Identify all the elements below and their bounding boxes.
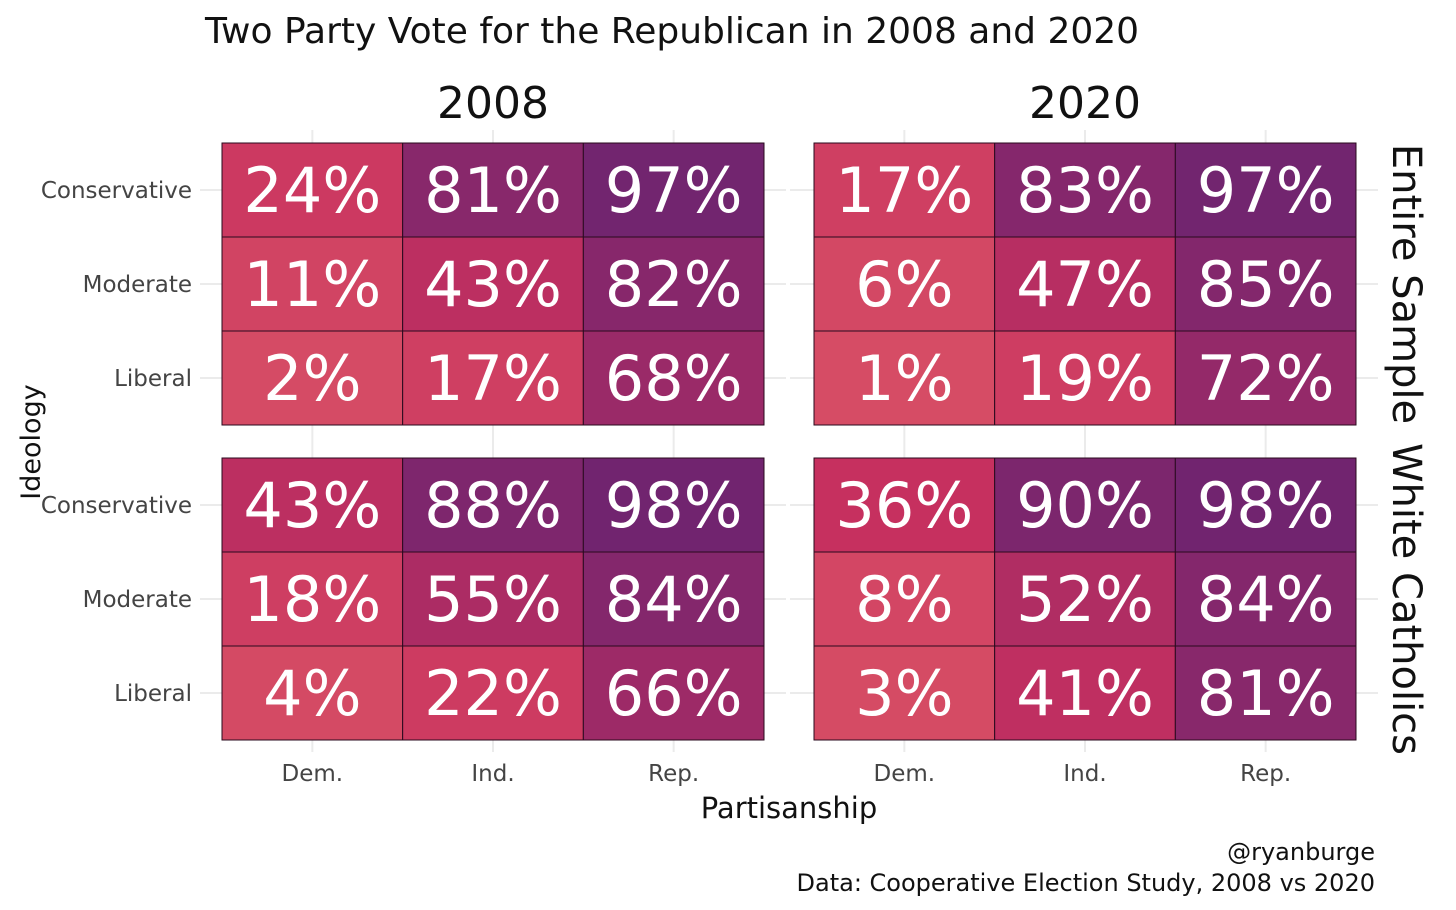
heatmap-cell bbox=[813, 330, 996, 426]
cell-value-label: 1% bbox=[855, 342, 953, 415]
cell-value-label: 52% bbox=[1016, 563, 1154, 636]
cell-value-label: 6% bbox=[855, 248, 953, 321]
x-tick-label: Dem. bbox=[874, 761, 936, 787]
cell-value-label: 81% bbox=[424, 154, 562, 227]
cell-value-label: 19% bbox=[1016, 342, 1154, 415]
cell-value-label: 55% bbox=[424, 563, 562, 636]
caption-author: @ryanburge bbox=[1227, 838, 1375, 866]
row-facet-label: Entire Sample bbox=[1383, 144, 1429, 424]
caption-source: Data: Cooperative Election Study, 2008 v… bbox=[797, 869, 1375, 897]
cell-value-label: 43% bbox=[243, 469, 381, 542]
x-tick-label: Rep. bbox=[648, 761, 699, 787]
chart-title: Two Party Vote for the Republican in 200… bbox=[204, 11, 1139, 52]
cell-value-label: 4% bbox=[263, 657, 361, 730]
cell-value-label: 72% bbox=[1197, 342, 1335, 415]
cell-value-label: 17% bbox=[835, 154, 973, 227]
cell-value-label: 24% bbox=[243, 154, 381, 227]
heatmap-cell bbox=[994, 551, 1176, 647]
cell-value-label: 66% bbox=[605, 657, 743, 730]
x-tick-label: Ind. bbox=[471, 761, 514, 787]
heatmap-cell bbox=[582, 330, 765, 426]
cell-value-label: 88% bbox=[424, 469, 562, 542]
y-tick-label: Moderate bbox=[83, 587, 192, 613]
cell-value-label: 2% bbox=[263, 342, 361, 415]
x-axis-title: Partisanship bbox=[701, 791, 878, 825]
heatmap-cell bbox=[221, 236, 404, 332]
cell-value-label: 84% bbox=[1197, 563, 1335, 636]
heatmap-cell bbox=[813, 645, 996, 741]
y-tick-label: Moderate bbox=[83, 272, 192, 298]
cell-value-label: 85% bbox=[1197, 248, 1335, 321]
cell-value-label: 18% bbox=[243, 563, 381, 636]
heatmap-cell bbox=[1174, 236, 1357, 332]
y-tick-label: Liberal bbox=[114, 366, 192, 392]
heatmap-cell bbox=[994, 142, 1176, 238]
cell-value-label: 81% bbox=[1197, 657, 1335, 730]
heatmap-cell bbox=[994, 645, 1176, 741]
cell-value-label: 41% bbox=[1016, 657, 1154, 730]
heatmap-cell bbox=[813, 142, 996, 238]
heatmap-cell bbox=[994, 236, 1176, 332]
row-facet-label: White Catholics bbox=[1383, 443, 1429, 755]
y-axis-title: Ideology bbox=[16, 384, 47, 499]
cell-value-label: 68% bbox=[605, 342, 743, 415]
x-tick-label: Dem. bbox=[282, 761, 344, 787]
cell-value-label: 90% bbox=[1016, 469, 1154, 542]
heatmap-cell bbox=[582, 236, 765, 332]
heatmap-cell bbox=[221, 142, 404, 238]
heatmap-cell bbox=[221, 645, 404, 741]
heatmap-cell bbox=[402, 645, 584, 741]
cell-value-label: 98% bbox=[1197, 469, 1335, 542]
heatmap-cell bbox=[221, 551, 404, 647]
heatmap-cell bbox=[813, 551, 996, 647]
cell-value-label: 3% bbox=[855, 657, 953, 730]
cell-value-label: 22% bbox=[424, 657, 562, 730]
heatmap-cell bbox=[582, 457, 765, 553]
heatmap-cell bbox=[402, 142, 584, 238]
x-tick-label: Rep. bbox=[1240, 761, 1291, 787]
heatmap-cell bbox=[1174, 142, 1357, 238]
cell-value-label: 47% bbox=[1016, 248, 1154, 321]
cell-value-label: 83% bbox=[1016, 154, 1154, 227]
axis-labels: 2008 2020 Entire Sample White Catholics Cons… bbox=[41, 78, 1429, 787]
column-facet-label: 2020 bbox=[1029, 78, 1141, 129]
heatmap-cell bbox=[994, 330, 1176, 426]
heatmap-cell bbox=[1174, 330, 1357, 426]
cell-value-label: 17% bbox=[424, 342, 562, 415]
heatmap-cell bbox=[1174, 551, 1357, 647]
cell-value-label: 98% bbox=[605, 469, 743, 542]
cell-value-label: 82% bbox=[605, 248, 743, 321]
heatmap-cell bbox=[1174, 645, 1357, 741]
heatmap-cell bbox=[402, 551, 584, 647]
heatmap-cell bbox=[402, 457, 584, 553]
heatmap-cells: 24% 81% 97% 11% 43% 82% 2% 17% 68% 17% 83% 97% 6% 47%… bbox=[221, 142, 1357, 741]
y-tick-label: Conservative bbox=[41, 493, 192, 519]
cell-value-label: 36% bbox=[835, 469, 973, 542]
heatmap-cell bbox=[582, 645, 765, 741]
y-tick-label: Conservative bbox=[41, 178, 192, 204]
cell-value-label: 8% bbox=[855, 563, 953, 636]
heatmap-cell bbox=[221, 330, 404, 426]
cell-value-label: 97% bbox=[605, 154, 743, 227]
x-tick-label: Ind. bbox=[1063, 761, 1106, 787]
heatmap-cell bbox=[582, 142, 765, 238]
y-tick-label: Liberal bbox=[114, 681, 192, 707]
heatmap-cell bbox=[813, 236, 996, 332]
cell-value-label: 97% bbox=[1197, 154, 1335, 227]
heatmap-cell bbox=[221, 457, 404, 553]
heatmap-cell bbox=[582, 551, 765, 647]
heatmap-cell bbox=[402, 330, 584, 426]
column-facet-label: 2008 bbox=[437, 78, 549, 129]
cell-value-label: 43% bbox=[424, 248, 562, 321]
cell-value-label: 11% bbox=[243, 248, 381, 321]
cell-value-label: 84% bbox=[605, 563, 743, 636]
